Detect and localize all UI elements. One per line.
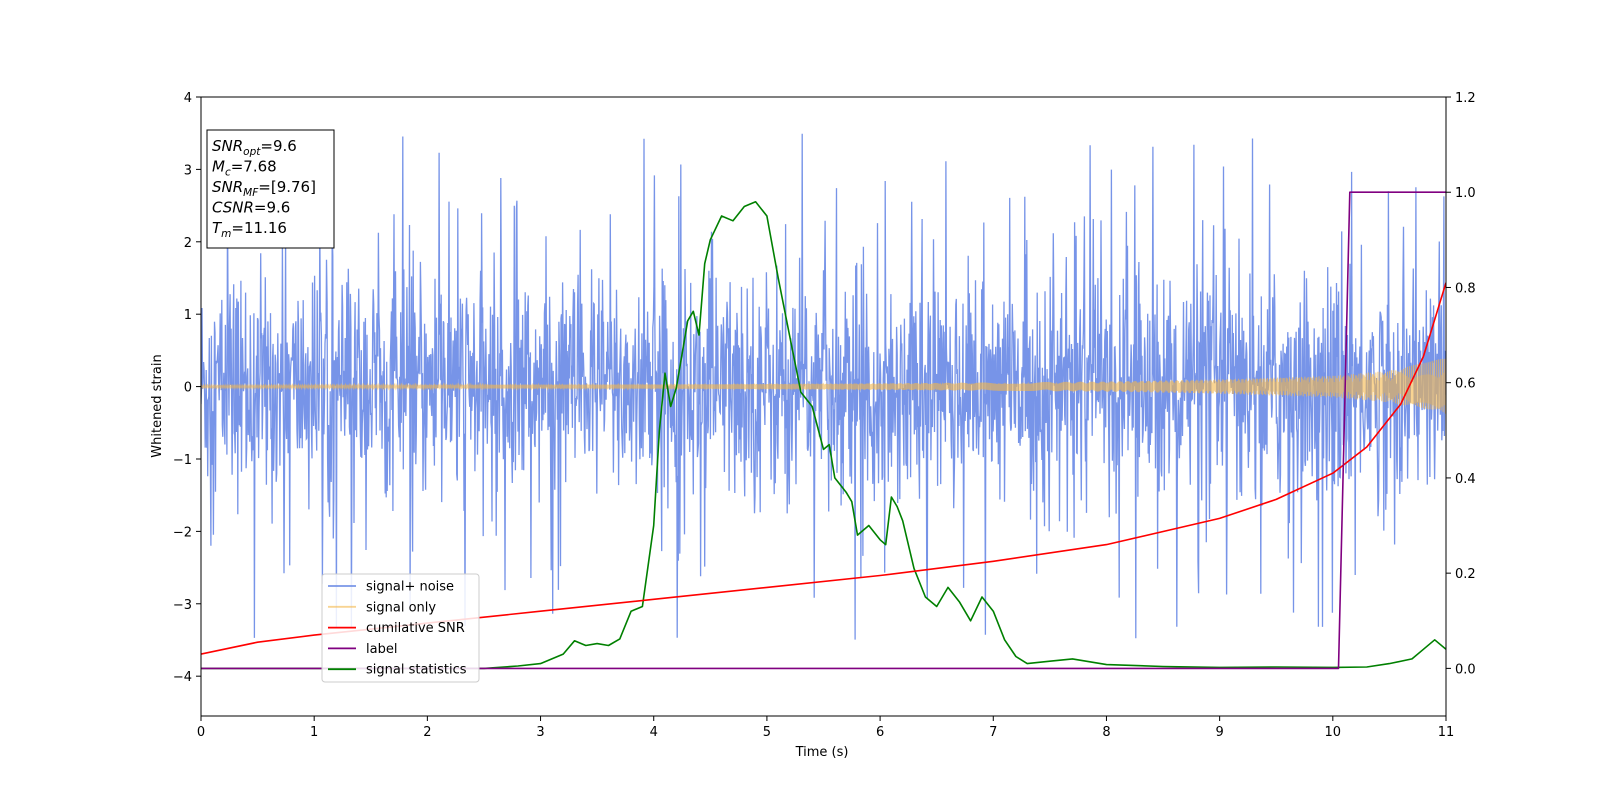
legend-label: signal+ noise [366,580,454,595]
x-tick-label: 5 [763,725,771,740]
x-tick-label: 1 [310,725,318,740]
y2-tick-label: 0.2 [1455,567,1476,582]
x-tick-label: 0 [197,725,205,740]
y-axis-label: Whitened strain [150,354,165,457]
y2-tick-label: 1.0 [1455,186,1476,201]
info-box [206,129,335,249]
y-tick-label: 0 [184,381,192,396]
y-tick-label: −2 [173,525,192,540]
y2-tick-label: 0.8 [1455,281,1476,296]
x-tick-label: 9 [1215,725,1223,740]
x-tick-label: 11 [1438,725,1455,740]
legend-label: signal statistics [366,663,467,678]
y2-tick-label: 0.6 [1455,377,1476,392]
y-tick-label: 3 [184,163,192,178]
info-box-line: SNRopt=9.6 [212,137,297,158]
x-tick-label: 4 [650,725,658,740]
legend-label: label [366,642,397,657]
x-tick-label: 3 [536,725,544,740]
x-axis-label: Time (s) [795,745,849,760]
y2-tick-label: 1.2 [1455,91,1476,106]
x-tick-label: 6 [876,725,884,740]
y2-tick-label: 0.0 [1455,662,1476,677]
legend-box [321,573,480,683]
plot-frame [200,96,1447,717]
y-tick-label: −3 [173,598,192,613]
x-tick-label: 8 [1102,725,1110,740]
y2-tick-label: 0.4 [1455,472,1476,487]
y-tick-label: 2 [184,236,192,251]
y-tick-label: 4 [184,91,192,106]
info-box-line: SNRMF=[9.76] [212,178,316,199]
y-tick-label: 1 [184,308,192,323]
x-tick-label: 7 [989,725,997,740]
series-signal-only [201,358,1446,414]
legend-label: signal only [366,600,436,615]
x-tick-label: 2 [423,725,431,740]
legend-label: cumilative SNR [366,621,465,636]
series-signal-statistics [201,201,1446,670]
info-box-line: Mc=7.68 [212,158,277,179]
x-tick-label: 10 [1325,725,1342,740]
y-tick-label: −1 [173,453,192,468]
info-box-line: CSNR=9.6 [212,199,290,217]
series-signal-noise [201,133,1446,640]
series-label [201,191,1446,670]
info-box-line: Tm=11.16 [212,219,287,240]
y-tick-label: −4 [173,670,192,685]
